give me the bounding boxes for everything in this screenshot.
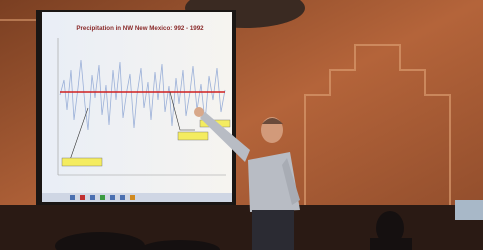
screen-title: Precipitation in NW New Mexico: 992 - 19…	[76, 25, 204, 32]
photo: Precipitation in NW New Mexico: 992 - 19…	[0, 0, 483, 250]
screen-callout	[178, 132, 208, 140]
screen-callout	[62, 158, 102, 166]
laptop	[455, 200, 483, 220]
page: Precipitation in NW New Mexico: 992 - 19…	[0, 0, 483, 250]
